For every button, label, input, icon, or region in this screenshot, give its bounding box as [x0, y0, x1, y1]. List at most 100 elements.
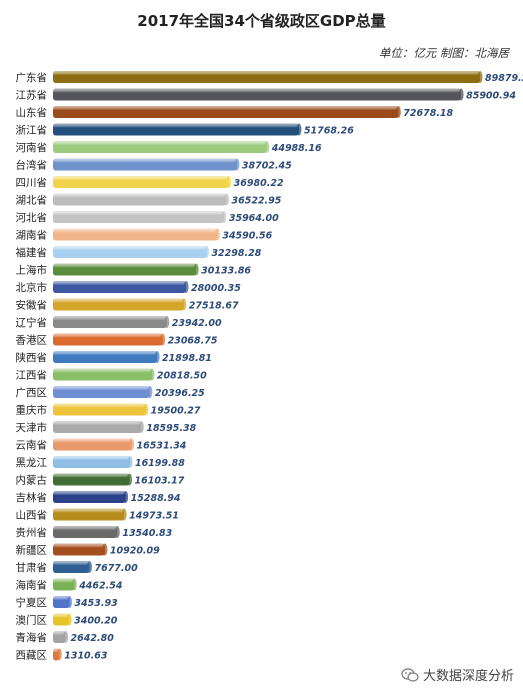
bar-highlight — [53, 123, 299, 136]
bar-highlight — [53, 561, 90, 573]
value-label: 16531.34 — [137, 441, 187, 452]
bar-highlight — [53, 263, 197, 276]
bar-highlight — [53, 88, 462, 101]
bar-highlight — [53, 141, 267, 153]
bar-cap — [127, 473, 133, 486]
value-label: 89879.23 — [485, 73, 523, 84]
value-label: 85900.94 — [466, 91, 516, 102]
category-label: 云南省 — [16, 439, 48, 452]
category-label: 内蒙古 — [16, 474, 48, 487]
bar-cap — [214, 228, 220, 241]
value-label: 15288.94 — [131, 493, 181, 504]
watermark-text: 大数据深度分析 — [422, 669, 514, 684]
category-label: 广东省 — [16, 71, 48, 84]
bar-cap — [224, 193, 230, 206]
value-label: 14973.51 — [129, 511, 179, 522]
bar-highlight — [53, 526, 118, 538]
bar-highlight — [53, 211, 224, 223]
bar-cap — [71, 578, 77, 591]
value-label: 16103.17 — [135, 476, 185, 487]
wechat-icon — [401, 667, 419, 682]
chart-title: 2017年全国34个省级政区GDP总量 — [137, 12, 386, 30]
category-label: 北京市 — [16, 281, 48, 294]
value-label: 51768.26 — [304, 126, 354, 137]
bar-cap — [149, 368, 155, 381]
category-label: 宁夏区 — [16, 596, 48, 609]
bar-highlight — [53, 631, 66, 643]
bar-cap — [66, 596, 72, 608]
value-label: 2642.80 — [71, 633, 115, 644]
value-label: 20396.25 — [155, 388, 205, 399]
value-label: 3453.93 — [74, 598, 118, 609]
bar-cap — [138, 421, 144, 433]
bar-highlight — [53, 456, 130, 468]
value-label: 27518.67 — [189, 301, 239, 312]
value-label: 19500.27 — [151, 406, 201, 417]
bar-cap — [264, 141, 270, 153]
bar-cap — [56, 648, 62, 661]
category-label: 湖南省 — [16, 229, 48, 242]
bar-cap — [477, 71, 483, 83]
bar-cap — [193, 263, 199, 276]
value-label: 20818.50 — [157, 371, 207, 382]
bar-highlight — [53, 386, 150, 398]
category-label: 香港区 — [16, 335, 48, 347]
category-label: 贵州省 — [16, 526, 48, 539]
value-label: 10920.09 — [110, 546, 160, 557]
category-label: 江苏省 — [16, 89, 48, 102]
category-label: 安徽省 — [16, 299, 48, 312]
value-label: 23942.00 — [172, 318, 222, 329]
bar-cap — [226, 176, 232, 188]
bar-cap — [123, 491, 129, 503]
bar-cap — [143, 403, 149, 416]
category-label: 辽宁省 — [16, 316, 48, 329]
category-label: 山东省 — [16, 106, 48, 119]
bar-cap — [66, 613, 72, 626]
category-label: 海南省 — [16, 579, 48, 592]
value-label: 44988.16 — [271, 143, 322, 154]
category-label: 浙江省 — [16, 124, 48, 137]
bar-highlight — [53, 438, 132, 451]
category-label: 河北省 — [16, 211, 48, 224]
category-label: 新疆区 — [16, 544, 48, 557]
category-label: 山西省 — [16, 509, 48, 522]
category-label: 江西省 — [16, 369, 48, 382]
bar-highlight — [53, 578, 75, 591]
value-label: 1310.63 — [64, 651, 108, 662]
bar-highlight — [53, 298, 184, 311]
bar-cap — [160, 333, 166, 346]
category-label: 甘肃省 — [16, 561, 48, 574]
value-label: 7677.00 — [94, 563, 138, 574]
bar-cap — [221, 211, 227, 223]
bar-highlight — [53, 543, 105, 556]
category-label: 台湾省 — [16, 159, 48, 172]
value-label: 38702.45 — [242, 161, 292, 172]
value-label: 18595.38 — [146, 423, 196, 434]
value-label: 28000.35 — [191, 283, 241, 294]
bar-highlight — [53, 596, 70, 608]
chart-subtitle: 单位：亿元 制图：北海居 — [378, 46, 509, 60]
value-label: 34590.56 — [222, 231, 272, 242]
bar-highlight — [53, 508, 125, 521]
value-label: 36522.95 — [232, 196, 282, 207]
value-label: 72678.18 — [403, 108, 453, 119]
category-label: 湖北省 — [16, 194, 48, 207]
bar-cap — [86, 561, 92, 573]
bar-cap — [121, 508, 127, 521]
bar-cap — [234, 158, 240, 171]
value-label: 21898.81 — [162, 353, 212, 364]
bar-cap — [114, 526, 120, 538]
bar-highlight — [53, 351, 158, 363]
bar-highlight — [53, 333, 163, 346]
category-label: 吉林省 — [16, 491, 48, 504]
category-label: 天津市 — [16, 421, 48, 434]
bar-cap — [127, 456, 133, 468]
bar-highlight — [53, 613, 70, 626]
category-label: 上海市 — [16, 264, 48, 277]
category-label: 重庆市 — [16, 404, 48, 417]
watermark: 大数据深度分析 — [397, 664, 517, 685]
bar-highlight — [53, 473, 130, 486]
bar-highlight — [53, 106, 399, 118]
category-label: 福建省 — [16, 246, 48, 259]
category-label: 青海省 — [16, 631, 48, 644]
